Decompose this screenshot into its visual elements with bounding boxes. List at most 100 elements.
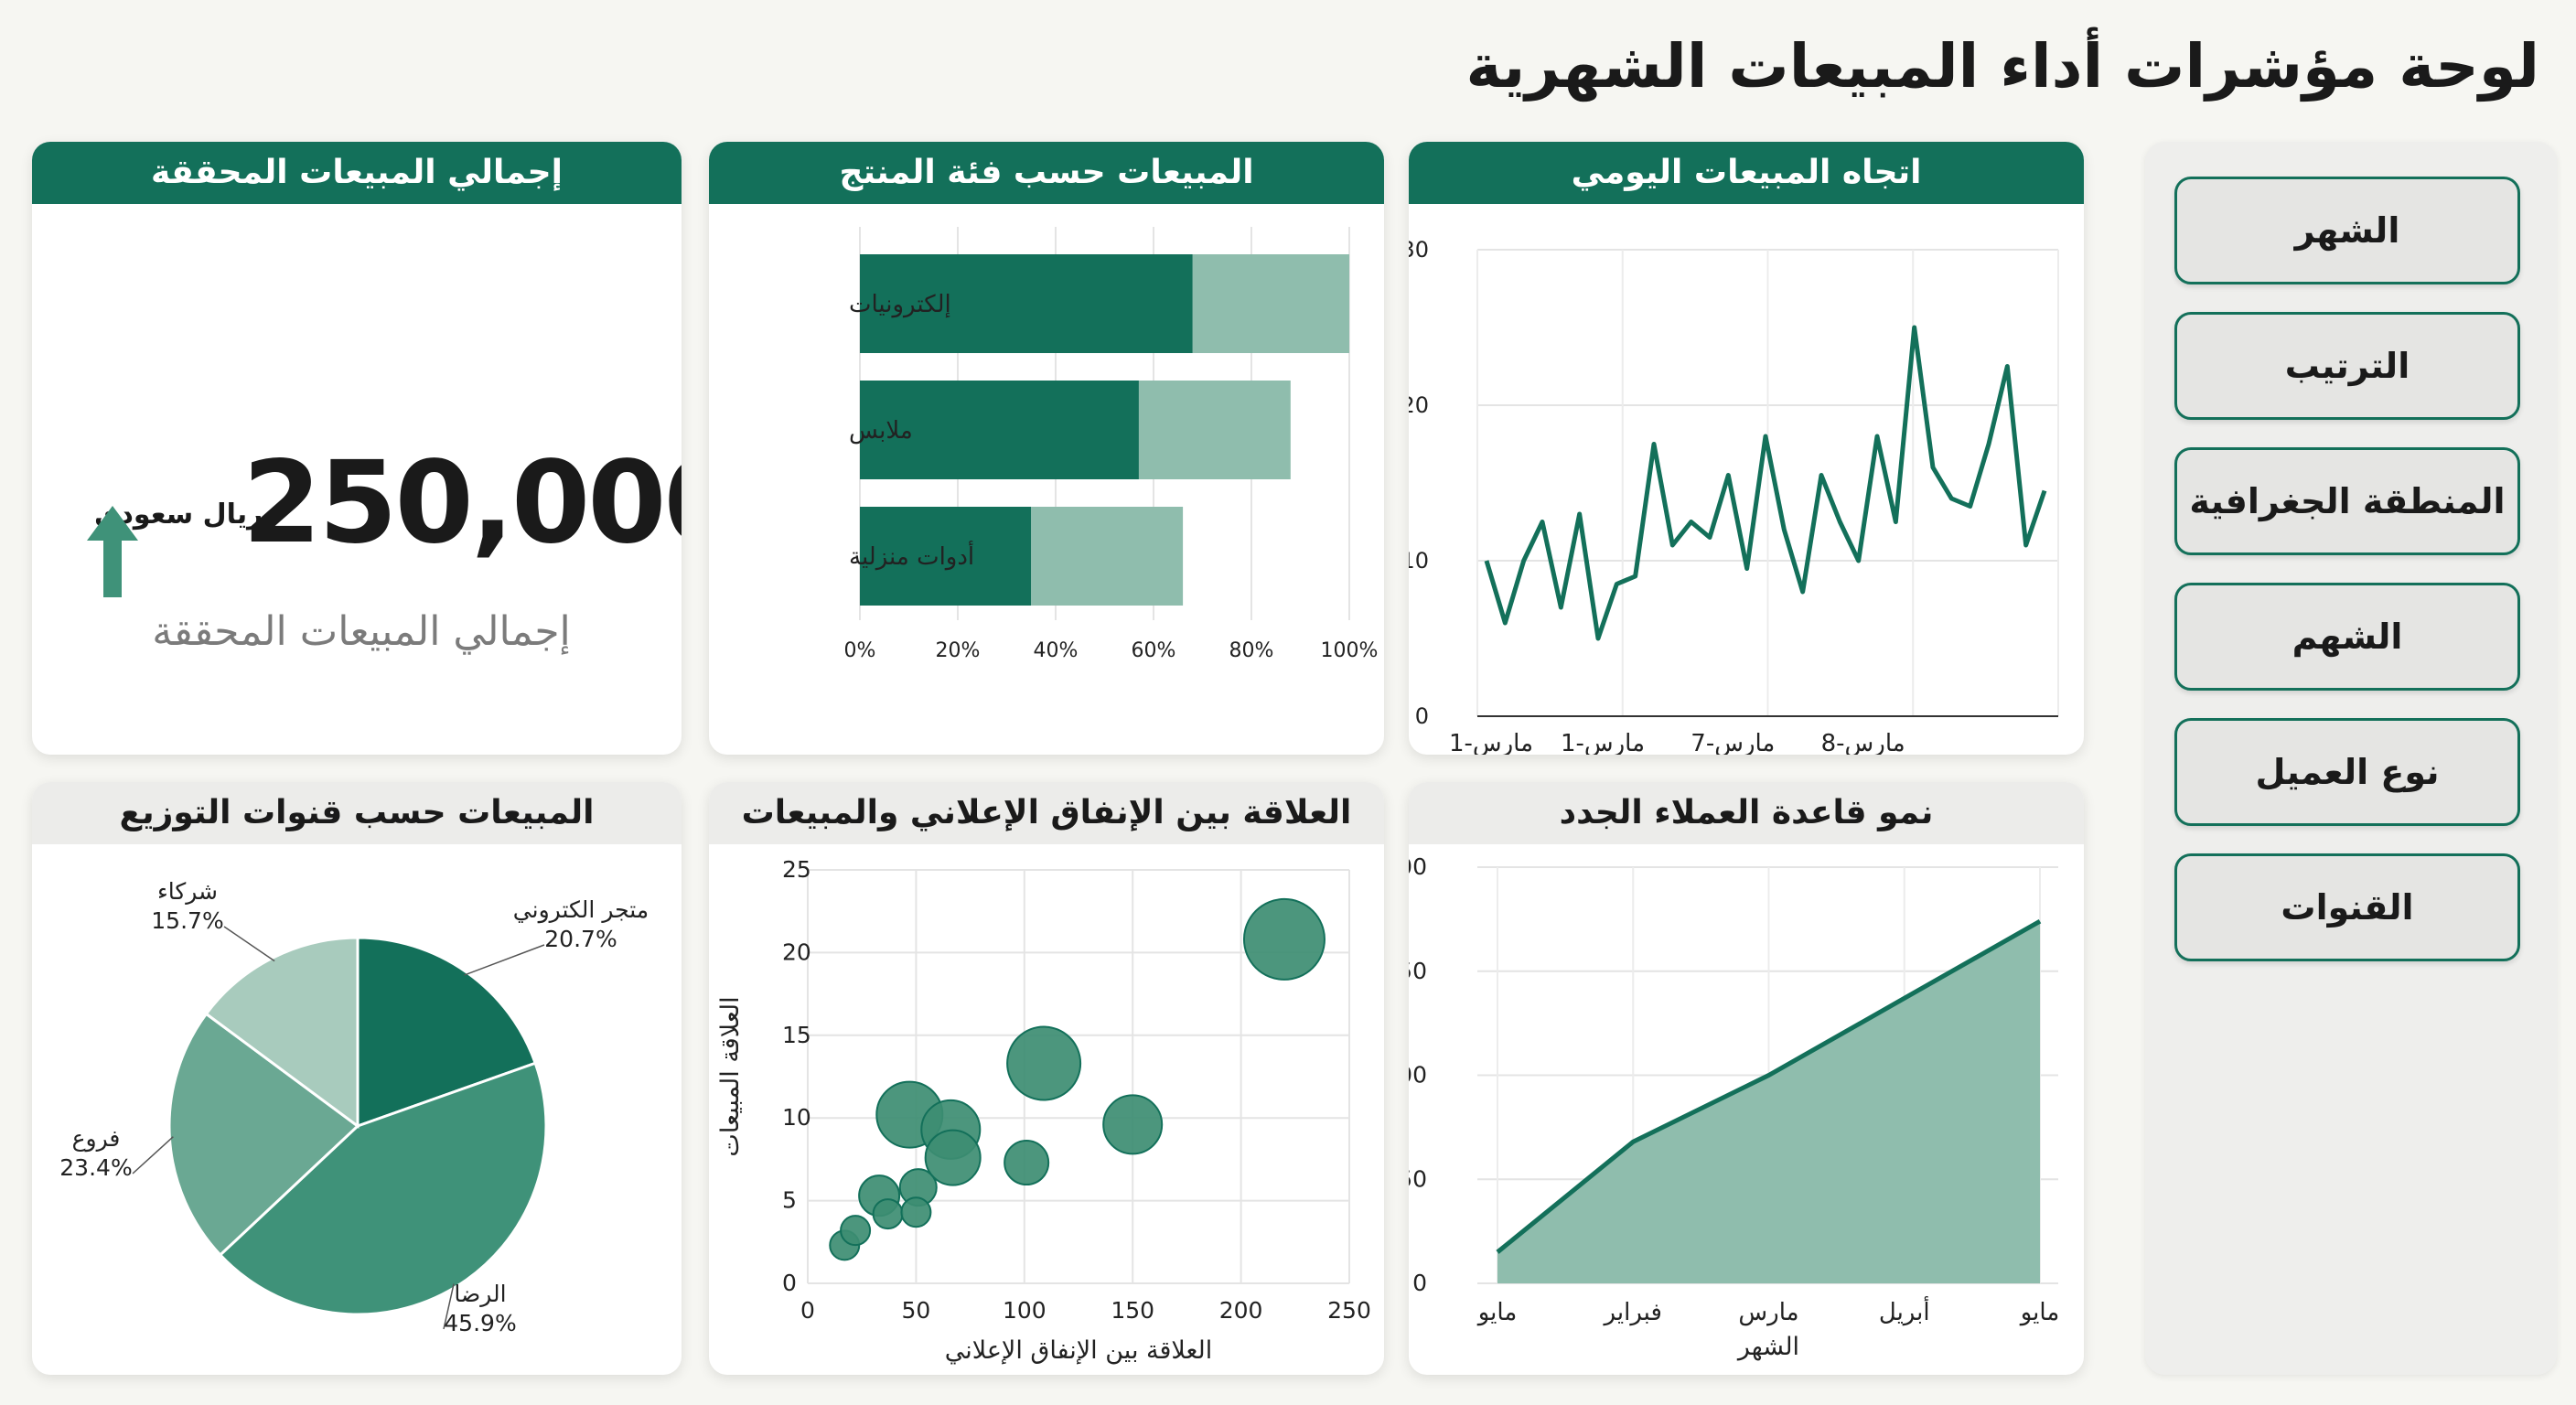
bar-segment xyxy=(1031,507,1184,606)
channels-chart-card: المبيعات حسب قنوات التوزيع متجر الكتروني… xyxy=(32,782,682,1375)
filters-panel: الشهر الترتيب المنطقة الجغرافية الشهم نو… xyxy=(2145,142,2557,1375)
y-tick-label: 10 xyxy=(782,1104,811,1131)
x-tick-label: 50 xyxy=(901,1297,930,1324)
kpi-card: إجمالي المبيعات المحققة ريال سعودي 250,0… xyxy=(32,142,682,755)
y-tick-label: 30 xyxy=(1409,237,1429,263)
x-tick-label: 100 xyxy=(1003,1297,1046,1324)
filter-sort-button[interactable]: الترتيب xyxy=(2174,312,2520,420)
x-tick-label: 100% xyxy=(1321,639,1379,662)
pie-slice xyxy=(204,936,360,1129)
y-tick-label: 20 xyxy=(1409,392,1429,418)
x-tick-label: 150 xyxy=(1111,1297,1154,1324)
y-tick-label: 20 xyxy=(782,938,811,965)
x-tick-label: مايو xyxy=(2019,1299,2060,1326)
x-tick-label: فبراير xyxy=(1603,1299,1662,1326)
y-tick-label: 200 xyxy=(1409,853,1427,880)
filter-customer-type-button[interactable]: نوع العميل xyxy=(2174,718,2520,826)
x-tick-label: مايو xyxy=(1476,1299,1518,1326)
pie-label: فروع xyxy=(72,1125,121,1153)
x-tick-label: مارس-1 xyxy=(1449,730,1533,755)
x-tick-label: مارس-8 xyxy=(1821,730,1905,755)
scatter-point xyxy=(924,1129,982,1186)
pie-leader-line xyxy=(443,1283,455,1330)
filter-channels-button[interactable]: القنوات xyxy=(2174,853,2520,961)
scatter-point xyxy=(1004,1140,1050,1186)
category-label: إلكترونيات xyxy=(849,291,951,318)
page-title: لوحة مؤشرات أداء المبيعات الشهرية xyxy=(1465,31,2539,102)
x-tick-label: 200 xyxy=(1219,1297,1263,1324)
x-tick-label: 60% xyxy=(1132,639,1176,662)
pie-label: متجر الكتروني xyxy=(513,896,649,924)
y-tick-label: 10 xyxy=(1409,548,1429,574)
scatter-chart-title: العلاقة بين الإنفاق الإعلاني والمبيعات xyxy=(709,782,1384,844)
category-chart-card: المبيعات حسب فئة المنتج 0% 20% 40% 60% 80% 10… xyxy=(709,142,1384,755)
pie-percent-label: 15.7% xyxy=(151,907,223,934)
scatter-point xyxy=(840,1215,872,1247)
bar-segment xyxy=(1138,381,1291,479)
y-tick-label: 0 xyxy=(1415,703,1429,729)
x-tick-label: مارس-1 xyxy=(1561,730,1645,755)
x-tick-label: 0% xyxy=(844,639,876,662)
pie-slice xyxy=(356,936,538,1129)
kpi-card-header: إجمالي المبيعات المحققة xyxy=(32,142,682,204)
y-tick-label: 0 xyxy=(782,1270,797,1296)
scatter-point xyxy=(900,1196,932,1228)
y-tick-label: 5 xyxy=(782,1187,797,1214)
daily-trend-card: اتجاه المبيعات اليومي 0 10 20 30 مارس-1 مارس-… xyxy=(1409,142,2084,755)
customers-chart-title: نمو قاعدة العملاء الجدد xyxy=(1409,782,2084,844)
pie-label: الرضا xyxy=(454,1281,506,1307)
category-label: ملابس xyxy=(849,417,913,445)
y-tick-label: 15 xyxy=(782,1022,811,1048)
bar-segment xyxy=(860,381,1139,479)
arrow-up-icon xyxy=(87,506,138,597)
x-tick-label: 20% xyxy=(936,639,981,662)
scatter-point xyxy=(1102,1094,1164,1155)
daily-trend-title: اتجاه المبيعات اليومي xyxy=(1409,142,2084,204)
x-tick-label: 0 xyxy=(800,1297,815,1324)
kpi-row: ريال سعودي 250,000 xyxy=(87,437,682,597)
scatter-point xyxy=(1242,897,1326,981)
channels-chart-title: المبيعات حسب قنوات التوزيع xyxy=(32,782,682,844)
pie-slice xyxy=(218,1061,548,1316)
y-tick-label: 0 xyxy=(1412,1270,1427,1296)
y-axis-title: العلاقة المبيعات xyxy=(716,996,745,1156)
series-line xyxy=(1484,325,2047,641)
x-axis-title: الشهر xyxy=(1736,1333,1799,1361)
filter-shm-button[interactable]: الشهم xyxy=(2174,583,2520,691)
scatter-point xyxy=(1006,1025,1082,1101)
ad-spend-scatter-chart: 0 50 100 150 200 250 0 5 10 15 20 25 العلاقة بين الإ… xyxy=(716,856,1371,1365)
kpi-value: 250,000 xyxy=(242,437,682,569)
category-bar-chart: 0% 20% 40% 60% 80% 100% إلكترونيات ملابس أدوات م… xyxy=(844,227,1379,662)
scatter-chart-card: العلاقة بين الإنفاق الإعلاني والمبيعات 0… xyxy=(709,782,1384,1375)
x-axis-title: العلاقة بين الإنفاق الإعلاني xyxy=(945,1336,1213,1365)
area-line xyxy=(1496,918,2042,1254)
kpi-caption: إجمالي المبيعات المحققة xyxy=(152,608,571,655)
area-fill xyxy=(1497,921,2040,1283)
pie-label: شركاء xyxy=(157,878,218,905)
y-tick-label: 50 xyxy=(1409,1165,1427,1192)
bar-segment xyxy=(860,254,1193,353)
pie-percent-label: 45.9% xyxy=(444,1310,516,1336)
category-chart-title: المبيعات حسب فئة المنتج xyxy=(709,142,1384,204)
y-tick-label: 100 xyxy=(1409,1062,1427,1089)
filter-region-button[interactable]: المنطقة الجغرافية xyxy=(2174,447,2520,555)
bar-segment xyxy=(1192,254,1349,353)
pie-leader-line xyxy=(223,926,275,962)
pie-leader-line xyxy=(464,944,545,976)
filter-month-button[interactable]: الشهر xyxy=(2174,177,2520,284)
customers-chart-card: نمو قاعدة العملاء الجدد 0 50 100 150 200 مايو… xyxy=(1409,782,2084,1375)
x-tick-label: مارس xyxy=(1738,1299,1798,1326)
bar-segment xyxy=(860,507,1032,606)
x-tick-label: 40% xyxy=(1034,639,1079,662)
pie-leader-line xyxy=(132,1136,174,1174)
x-tick-label: 250 xyxy=(1327,1297,1371,1324)
pie-percent-label: 23.4% xyxy=(59,1154,132,1181)
y-tick-label: 25 xyxy=(782,856,811,883)
x-tick-label: مارس-7 xyxy=(1690,730,1775,755)
pie-slice xyxy=(167,1012,360,1258)
y-tick-label: 150 xyxy=(1409,958,1427,984)
category-label: أدوات منزلية xyxy=(849,540,974,571)
scatter-point xyxy=(872,1198,904,1230)
